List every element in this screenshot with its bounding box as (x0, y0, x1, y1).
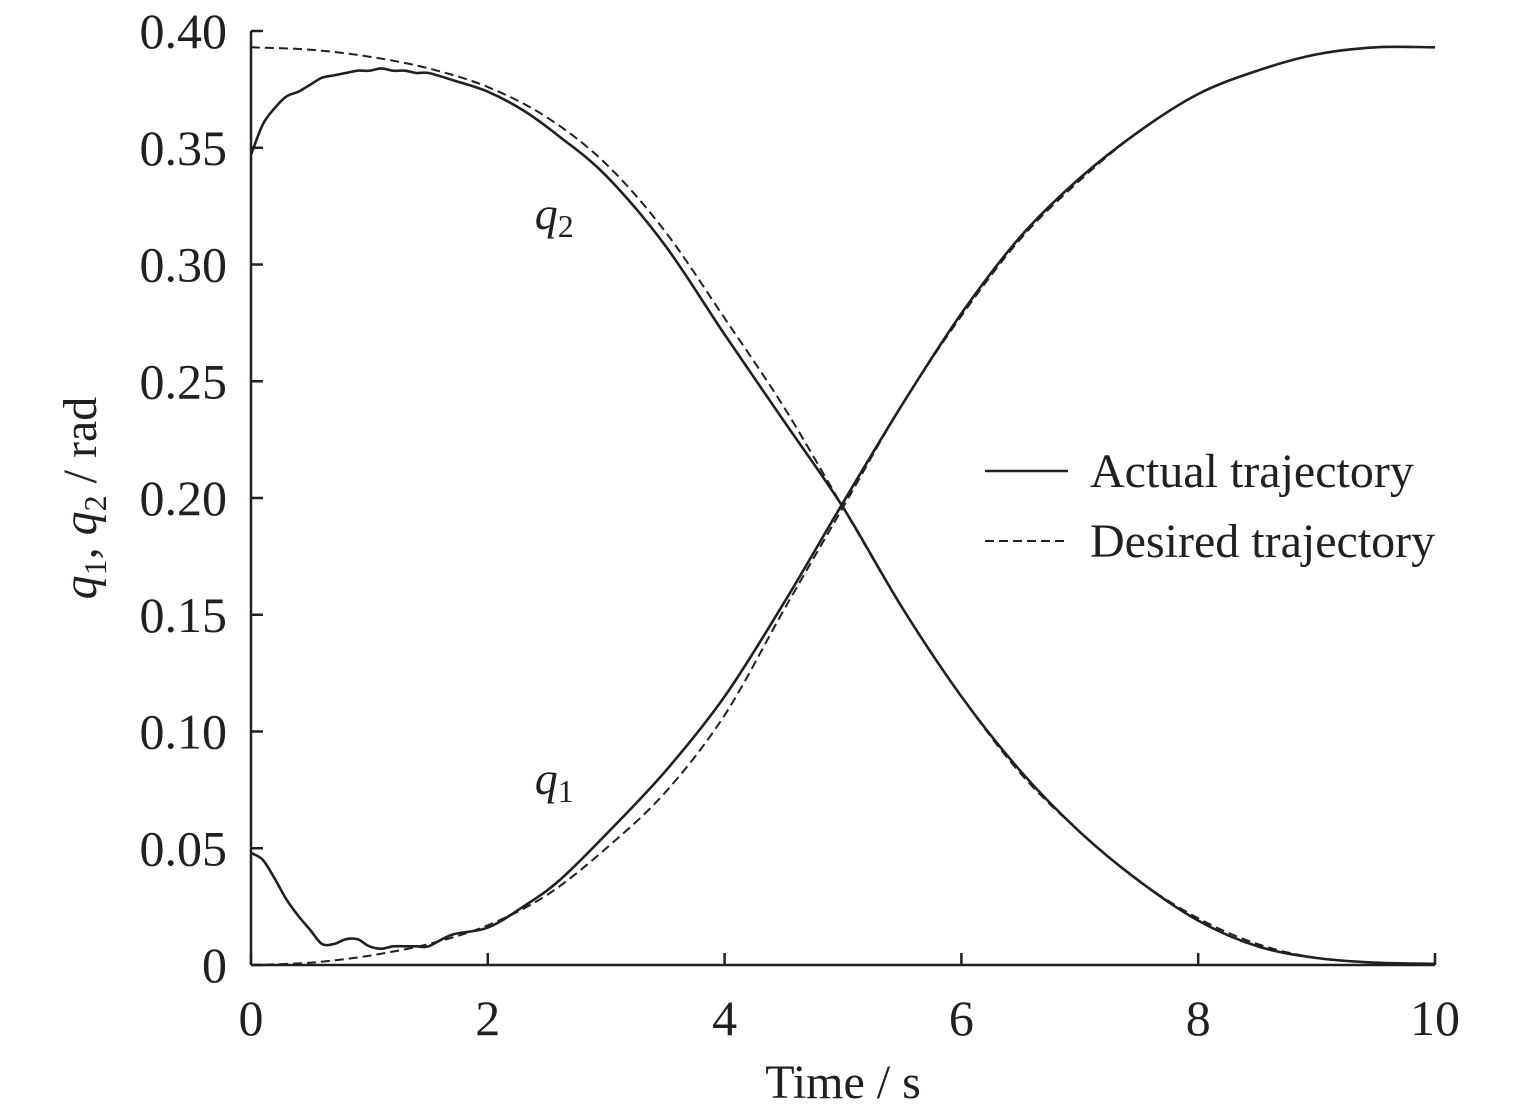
axes: 0 0.05 0.10 0.15 0.20 0.25 0.30 0.35 0.40 0 2 4 6 8 10… (54, 3, 1460, 1109)
y-tick-label: 0.15 (140, 587, 228, 643)
series-q2-actual-line (249, 67, 1436, 966)
legend-label-actual: Actual trajectory (1090, 445, 1414, 498)
y-tick-label: 0.10 (140, 704, 228, 760)
x-axis-title: Time / s (765, 1056, 921, 1109)
y-tick-label: 0.25 (140, 353, 228, 409)
curve-annotations: q2 q1 (535, 188, 574, 809)
y-tick-label: 0.40 (140, 3, 228, 59)
curve-label-q2: q2 (535, 188, 574, 244)
y-axis-title: q1, q2 / rad (54, 397, 113, 600)
y-tick-label: 0.35 (140, 120, 228, 176)
y-tick-label: 0 (202, 937, 227, 993)
y-tick-label: 0.20 (140, 470, 228, 526)
y-tick-label: 0.05 (140, 820, 228, 876)
x-tick-label: 2 (475, 990, 500, 1046)
x-tick-label: 10 (1410, 990, 1460, 1046)
y-tick-label: 0.30 (140, 237, 228, 293)
curve-label-q1: q1 (535, 753, 574, 809)
legend-label-desired: Desired trajectory (1090, 515, 1435, 568)
x-tick-label: 0 (239, 990, 264, 1046)
series-q1-actual-line (250, 45, 1436, 950)
series-layer (249, 45, 1436, 966)
x-tick-label: 6 (949, 990, 974, 1046)
legend: Actual trajectory Desired trajectory (985, 445, 1435, 568)
x-tick-label: 8 (1186, 990, 1211, 1046)
x-tick-label: 4 (712, 990, 737, 1046)
